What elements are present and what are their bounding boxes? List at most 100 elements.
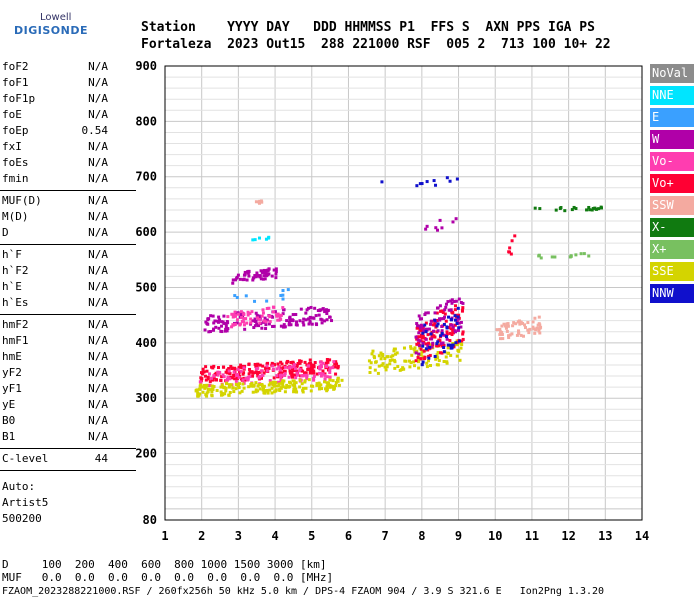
data-point (579, 252, 583, 256)
data-point (523, 323, 527, 327)
data-point (238, 391, 242, 395)
data-point (418, 339, 422, 343)
data-point (451, 343, 455, 347)
data-point (326, 360, 330, 364)
data-point (204, 320, 208, 324)
data-point (533, 316, 537, 320)
data-point (449, 299, 453, 303)
data-point (247, 362, 251, 366)
data-point (281, 379, 285, 383)
data-point (264, 323, 268, 327)
data-point (419, 347, 423, 351)
data-point (233, 322, 237, 326)
data-point (435, 324, 439, 328)
data-point (294, 312, 298, 316)
data-point (509, 252, 513, 256)
data-point (251, 319, 255, 323)
data-point (418, 335, 422, 339)
data-point (328, 315, 332, 319)
param-name: hmE (2, 350, 22, 363)
data-point (220, 383, 224, 387)
data-point (298, 361, 302, 365)
param-name: foEp (2, 124, 29, 137)
data-point (515, 333, 519, 337)
param-value: N/A (88, 318, 108, 331)
data-point (273, 310, 277, 314)
data-point (413, 346, 417, 350)
data-point (259, 269, 263, 273)
data-point (200, 371, 204, 375)
data-point (424, 321, 428, 325)
x-tick-label: 11 (525, 529, 539, 543)
data-point (268, 388, 272, 392)
data-point (336, 366, 340, 370)
data-point (460, 343, 464, 347)
data-point (401, 367, 405, 371)
data-point (198, 387, 202, 391)
data-point (433, 311, 437, 315)
data-point (367, 359, 371, 363)
data-point (312, 365, 316, 369)
data-point (319, 374, 323, 378)
data-point (440, 344, 444, 348)
data-point (220, 324, 224, 328)
param-name: yF2 (2, 366, 22, 379)
data-point (444, 335, 448, 339)
data-point (431, 341, 435, 345)
data-point (253, 317, 257, 321)
data-point (439, 317, 443, 321)
data-point (240, 315, 244, 319)
data-point (415, 184, 419, 188)
data-point (212, 385, 216, 389)
data-point (261, 364, 265, 368)
data-point (455, 354, 459, 358)
data-point (254, 311, 258, 315)
data-point (408, 365, 412, 369)
data-point (517, 331, 521, 335)
data-point (227, 383, 231, 387)
data-point (212, 327, 216, 331)
data-point (450, 298, 454, 302)
data-point (590, 208, 594, 212)
data-point (282, 308, 286, 312)
data-point (250, 374, 254, 378)
data-point (324, 361, 328, 365)
data-point (268, 379, 272, 383)
data-point (231, 313, 235, 317)
data-point (458, 339, 462, 343)
data-point (424, 330, 428, 334)
legend-item-x-: X- (650, 218, 694, 237)
data-point (207, 330, 211, 334)
data-point (500, 330, 504, 334)
data-point (320, 318, 324, 322)
data-point (298, 385, 302, 389)
data-point (431, 343, 435, 347)
data-point (307, 378, 311, 382)
data-point (422, 349, 426, 353)
data-point (597, 207, 601, 211)
data-point (208, 383, 212, 387)
data-point (260, 373, 264, 377)
data-point (414, 359, 418, 363)
data-point (570, 208, 574, 212)
data-point (500, 332, 504, 336)
data-point (249, 317, 253, 321)
data-point (310, 365, 314, 369)
data-point (495, 328, 499, 332)
data-point (436, 356, 440, 360)
data-point (328, 358, 332, 362)
data-point (265, 318, 269, 322)
data-point (235, 318, 239, 322)
data-point (304, 311, 308, 315)
data-point (247, 372, 251, 376)
data-point (225, 329, 229, 333)
data-point (449, 353, 453, 357)
data-point (295, 363, 299, 367)
data-point (267, 306, 271, 310)
data-point (574, 253, 578, 257)
data-point (449, 343, 453, 347)
data-point (200, 377, 204, 381)
data-point (254, 364, 258, 368)
data-point (337, 383, 341, 387)
data-point (454, 304, 458, 308)
